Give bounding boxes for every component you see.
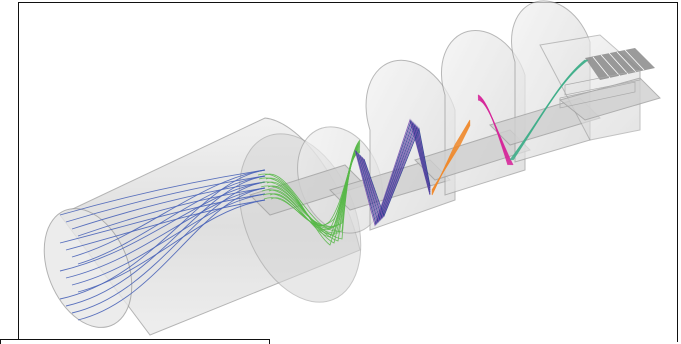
trajectory-blue (59, 193, 266, 244)
trajectory-blue (71, 193, 266, 286)
particle-trajectories (59, 59, 589, 321)
trajectory-navy (356, 120, 431, 225)
trajectory-navy (359, 123, 431, 222)
trajectory-blue (77, 187, 266, 321)
trajectory-navy (360, 124, 431, 221)
trajectory-navy (355, 119, 431, 226)
trajectory-navy (354, 118, 431, 227)
trajectory-navy (362, 126, 431, 219)
trajectory-blue (65, 175, 266, 307)
figure-frame (18, 2, 678, 342)
trajectory-blue (71, 169, 266, 258)
figure-frame-bottom-tab (0, 339, 270, 344)
trajectory-blue (77, 175, 266, 265)
trajectory-navy (361, 125, 431, 220)
trajectory-blue (59, 169, 266, 300)
trajectory-blue (71, 181, 266, 230)
trajectory-blue (59, 169, 266, 216)
trajectory-blue (59, 181, 266, 272)
trajectory-magenta (477, 99, 514, 166)
trajectory-green (270, 152, 361, 226)
trajectory-orange (431, 124, 471, 191)
exit-grid (559, 48, 655, 109)
trajectory-blue (65, 187, 266, 279)
trajectory-navy (363, 127, 431, 218)
trajectory-teal (512, 59, 589, 161)
trajectory-blue (77, 187, 266, 237)
trajectory-navy (357, 121, 431, 224)
trajectory-blue (71, 181, 266, 314)
trajectory-navy (358, 122, 431, 223)
trajectory-blue (65, 175, 266, 223)
trajectory-blue (65, 199, 266, 251)
